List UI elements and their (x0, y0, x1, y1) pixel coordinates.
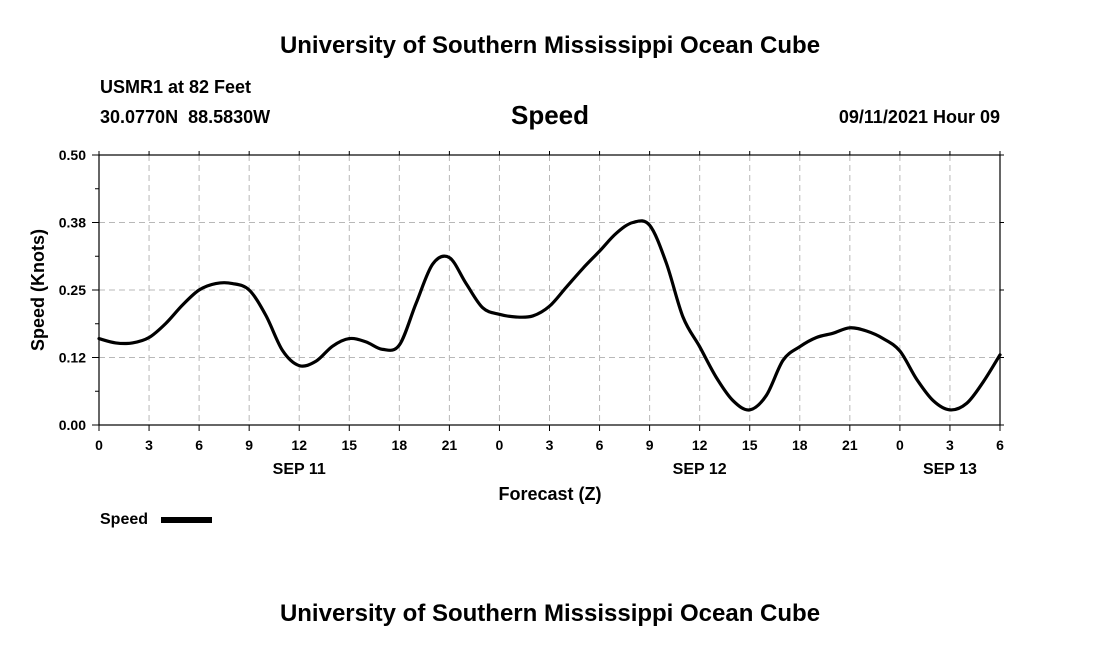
x-tick-label-11: 9 (646, 437, 654, 453)
y-tick-label-1: 0.12 (59, 350, 86, 366)
x-tick-label-15: 21 (842, 437, 858, 453)
x-tick-label-13: 15 (742, 437, 758, 453)
top-title: University of Southern Mississippi Ocean… (279, 32, 821, 59)
y-tick-label-0: 0.00 (59, 417, 86, 433)
chart-title: Speed (510, 100, 590, 130)
y-tick-label-2: 0.25 (59, 282, 86, 298)
x-axis-label: Forecast (Z) (498, 484, 601, 504)
x-tick-label-17: 3 (946, 437, 954, 453)
plot-frame (98, 154, 1001, 426)
axis-ticks (92, 151, 1004, 431)
bottom-title: University of Southern Mississippi Ocean… (279, 600, 821, 627)
x-tick-label-6: 18 (392, 437, 408, 453)
station-coordinates: 30.0770N 88.5830W (100, 107, 271, 127)
y-tick-label-3: 0.38 (59, 215, 86, 231)
x-tick-label-0: 0 (95, 437, 103, 453)
x-tick-label-8: 0 (496, 437, 504, 453)
x-tick-label-14: 18 (792, 437, 808, 453)
x-tick-label-12: 12 (692, 437, 708, 453)
x-tick-label-1: 3 (145, 437, 153, 453)
x-tick-label-10: 6 (596, 437, 604, 453)
y-tick-labels: 0.00 0.12 0.25 0.38 0.50 (59, 147, 86, 433)
x-tick-label-4: 12 (291, 437, 307, 453)
speed-series-line (97, 219, 1002, 412)
grid-lines (99, 155, 1000, 425)
x-tick-label-9: 3 (546, 437, 554, 453)
x-tick-label-5: 15 (341, 437, 357, 453)
y-tick-label-4: 0.50 (59, 147, 86, 163)
station-label: USMR1 at 82 Feet (100, 77, 252, 97)
date-label-2: SEP 13 (923, 461, 977, 478)
x-tick-label-2: 6 (195, 437, 203, 453)
forecast-timestamp: 09/11/2021 Hour 09 (838, 107, 1000, 127)
date-label-1: SEP 12 (673, 461, 727, 478)
legend-label: Speed (100, 511, 148, 528)
legend: Speed (100, 511, 212, 528)
x-tick-label-16: 0 (896, 437, 904, 453)
x-tick-label-18: 6 (996, 437, 1004, 453)
date-label-0: SEP 11 (273, 461, 326, 478)
date-labels: SEP 11 SEP 12 SEP 13 (273, 461, 977, 478)
x-tick-label-3: 9 (245, 437, 253, 453)
y-axis-label: Speed (Knots) (28, 229, 48, 351)
speed-chart: 0 3 6 9 12 15 18 21 0 3 6 9 12 15 18 21 0 3 6 0.00 0.12 0.25… (28, 147, 1004, 528)
x-tick-label-7: 21 (442, 437, 458, 453)
x-tick-labels: 0 3 6 9 12 15 18 21 0 3 6 9 12 15 18 21 0 3 6 (95, 437, 1004, 453)
